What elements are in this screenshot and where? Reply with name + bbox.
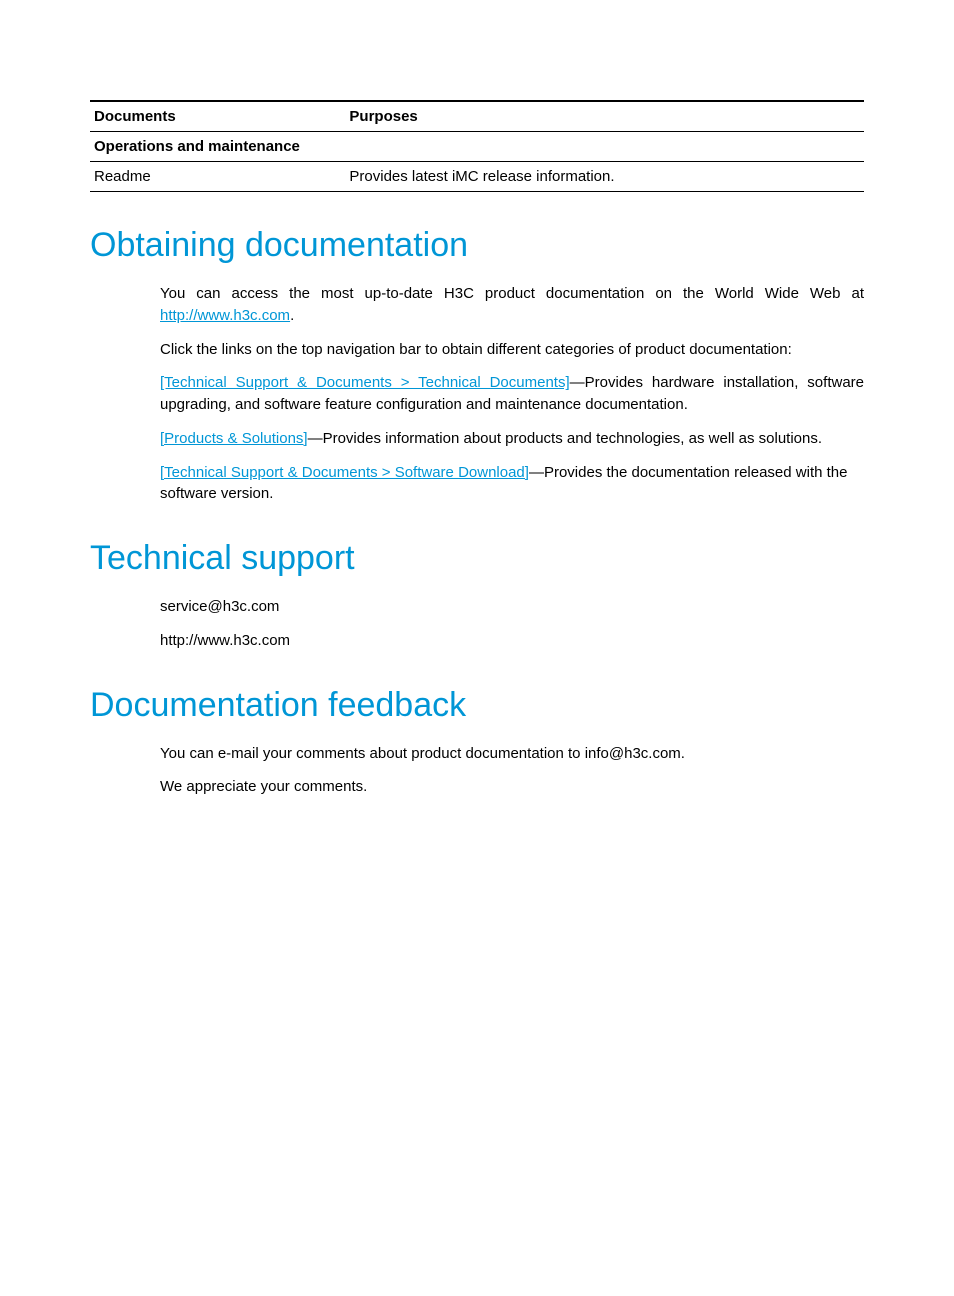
support-email: service@h3c.com: [160, 596, 864, 618]
nav-instruction: Click the links on the top navigation ba…: [160, 339, 864, 361]
table-section-row: Operations and maintenance: [90, 132, 864, 162]
col-header-documents: Documents: [90, 101, 345, 132]
section-technical-support-body: service@h3c.com http://www.h3c.com: [90, 596, 864, 652]
support-url: http://www.h3c.com: [160, 630, 864, 652]
doc-link-item: [Technical Support & Documents > Softwar…: [160, 462, 864, 506]
heading-documentation-feedback: Documentation feedback: [90, 686, 864, 725]
document-page: Documents Purposes Operations and mainte…: [0, 0, 954, 1296]
link-software-download[interactable]: [Technical Support & Documents > Softwar…: [160, 464, 529, 481]
cell-document: Readme: [90, 162, 345, 192]
feedback-line: We appreciate your comments.: [160, 776, 864, 798]
section-feedback-body: You can e-mail your comments about produ…: [90, 743, 864, 799]
doc-link-item: [Technical Support & Documents > Technic…: [160, 372, 864, 416]
link-technical-documents[interactable]: [Technical Support & Documents > Technic…: [160, 374, 570, 391]
heading-obtaining-documentation: Obtaining documentation: [90, 226, 864, 265]
doc-link-desc: —Provides information about products and…: [308, 430, 822, 447]
doc-link-item: [Products & Solutions]—Provides informat…: [160, 428, 864, 450]
link-products-solutions[interactable]: [Products & Solutions]: [160, 430, 308, 447]
cell-purpose: Provides latest iMC release information.: [345, 162, 864, 192]
table-row: Readme Provides latest iMC release infor…: [90, 162, 864, 192]
intro-paragraph: You can access the most up-to-date H3C p…: [160, 283, 864, 327]
intro-suffix: .: [290, 307, 294, 324]
documents-table: Documents Purposes Operations and mainte…: [90, 100, 864, 192]
table-header-row: Documents Purposes: [90, 101, 864, 132]
section-obtaining-body: You can access the most up-to-date H3C p…: [90, 283, 864, 505]
intro-prefix: You can access the most up-to-date H3C p…: [160, 285, 864, 302]
heading-technical-support: Technical support: [90, 539, 864, 578]
feedback-line: You can e-mail your comments about produ…: [160, 743, 864, 765]
link-h3c-home[interactable]: http://www.h3c.com: [160, 307, 290, 324]
col-header-purposes: Purposes: [345, 101, 864, 132]
table-section-header: Operations and maintenance: [90, 132, 864, 162]
